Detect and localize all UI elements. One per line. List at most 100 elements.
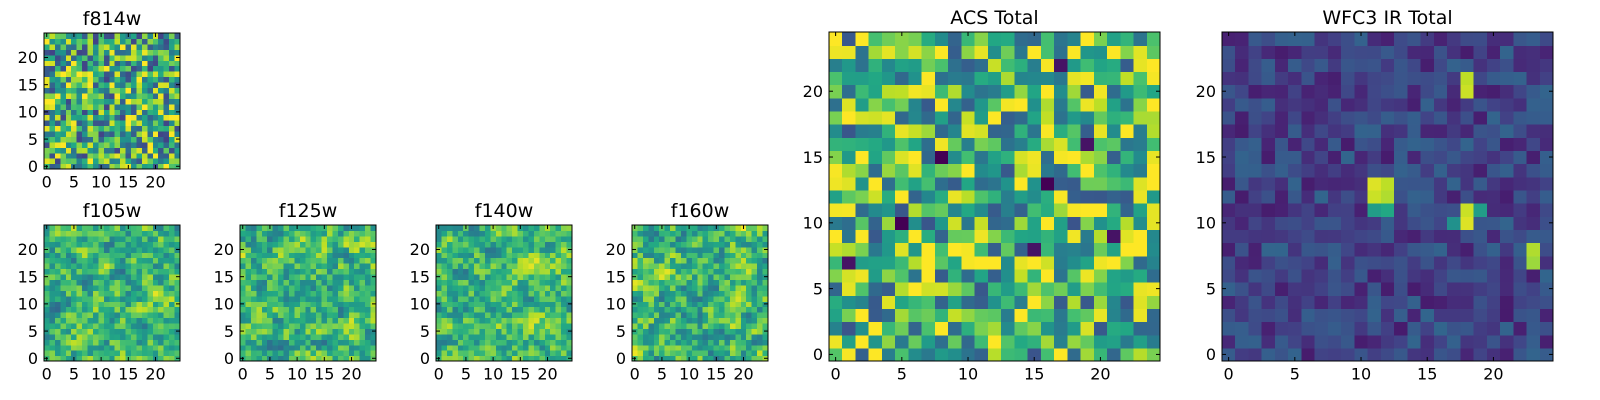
heatmap-cell	[1407, 255, 1422, 270]
heatmap-cell	[523, 252, 530, 259]
heatmap-cell	[523, 230, 530, 237]
heatmap-cell	[321, 322, 328, 329]
heatmap-cell	[1274, 71, 1289, 86]
heatmap-cell	[152, 92, 159, 99]
heatmap-cell	[359, 230, 366, 237]
heatmap-cell	[842, 163, 857, 178]
heatmap-cell	[316, 344, 323, 351]
heatmap-cell	[670, 279, 677, 286]
heatmap-cell	[54, 225, 61, 232]
heatmap-cell	[76, 317, 83, 324]
heatmap-cell	[141, 339, 148, 346]
heatmap-cell	[131, 350, 138, 357]
heatmap-cell	[82, 333, 89, 340]
heatmap-cell	[1526, 97, 1541, 112]
heatmap-cell	[1394, 321, 1408, 336]
heatmap-cell	[441, 257, 448, 264]
heatmap-cell	[125, 87, 132, 94]
heatmap-cell	[495, 246, 502, 253]
heatmap-cell	[1367, 110, 1382, 125]
heatmap-cell	[332, 263, 339, 270]
heatmap-cell	[908, 203, 923, 217]
heatmap-cell	[729, 328, 736, 335]
heatmap-cell	[109, 87, 116, 94]
heatmap-cell	[533, 322, 540, 329]
heatmap-cell	[92, 257, 99, 264]
heatmap-cell	[1314, 321, 1329, 336]
heatmap-cell	[452, 263, 459, 270]
y-tick-label: 15	[18, 75, 38, 94]
heatmap-cell	[1093, 334, 1108, 349]
heatmap-cell	[740, 317, 747, 324]
heatmap-cell	[697, 268, 704, 275]
heatmap-cell	[71, 339, 78, 346]
heatmap-cell	[1327, 334, 1342, 349]
heatmap-cell	[881, 84, 896, 99]
heatmap-cell	[65, 284, 72, 291]
heatmap-cell	[479, 306, 486, 313]
heatmap-cell	[54, 273, 61, 280]
heatmap-cell	[272, 322, 279, 329]
heatmap-cell	[109, 81, 116, 88]
heatmap-cell	[544, 322, 551, 329]
heatmap-cell	[729, 312, 736, 319]
heatmap-cell	[348, 263, 355, 270]
heatmap-cell	[109, 317, 116, 324]
heatmap-cell	[1473, 84, 1488, 99]
heatmap-cell	[348, 246, 355, 253]
heatmap-cell	[908, 84, 923, 99]
heatmap-cell	[120, 246, 127, 253]
heatmap-cell	[474, 312, 481, 319]
heatmap-cell	[436, 350, 443, 357]
heatmap-cell	[92, 301, 99, 308]
heatmap-cell	[136, 225, 143, 232]
heatmap-cell	[1067, 71, 1082, 86]
heatmap-cell	[479, 230, 486, 237]
heatmap-cell	[1001, 229, 1015, 244]
heatmap-cell	[174, 252, 181, 259]
heatmap-cell	[147, 312, 154, 319]
heatmap-cell	[746, 225, 753, 232]
heatmap-cell	[670, 344, 677, 351]
heatmap-cell	[550, 257, 557, 264]
heatmap-cell	[245, 295, 252, 302]
heatmap-cell	[561, 279, 568, 286]
heatmap-cell	[474, 317, 481, 324]
heatmap-cell	[114, 241, 121, 248]
heatmap-cell	[321, 246, 328, 253]
heatmap-cell	[54, 114, 61, 121]
heatmap-cell	[1433, 308, 1448, 323]
heatmap-cell	[125, 301, 132, 308]
heatmap-cell	[1235, 295, 1250, 309]
heatmap-cell	[653, 235, 660, 242]
heatmap-cell	[87, 152, 94, 159]
heatmap-cell	[1120, 203, 1135, 217]
heatmap-cell	[735, 225, 742, 232]
heatmap-cell	[76, 290, 83, 297]
heatmap-cell	[436, 263, 443, 270]
heatmap-cell	[495, 350, 502, 357]
heatmap-cell	[921, 45, 936, 59]
heatmap-cell	[566, 290, 573, 297]
heatmap-cell	[479, 322, 486, 329]
heatmap-cell	[1407, 295, 1422, 309]
heatmap-cell	[735, 322, 742, 329]
heatmap-cell	[1107, 308, 1121, 323]
heatmap-cell	[1067, 97, 1082, 112]
heatmap-cell	[566, 279, 573, 286]
heatmap-cell	[468, 322, 475, 329]
heatmap-cell	[1486, 334, 1501, 349]
heatmap-cell	[1248, 189, 1263, 204]
heatmap-cell	[495, 301, 502, 308]
heatmap-cell	[82, 92, 89, 99]
heatmap-cell	[1301, 334, 1316, 349]
heatmap-cell	[158, 350, 165, 357]
heatmap-cell	[1367, 255, 1382, 270]
heatmap-cell	[332, 355, 339, 362]
heatmap-cell	[65, 103, 72, 110]
heatmap-cell	[974, 163, 989, 178]
heatmap-cell	[147, 43, 154, 50]
heatmap-cell	[697, 225, 704, 232]
heatmap-cell	[136, 54, 143, 61]
